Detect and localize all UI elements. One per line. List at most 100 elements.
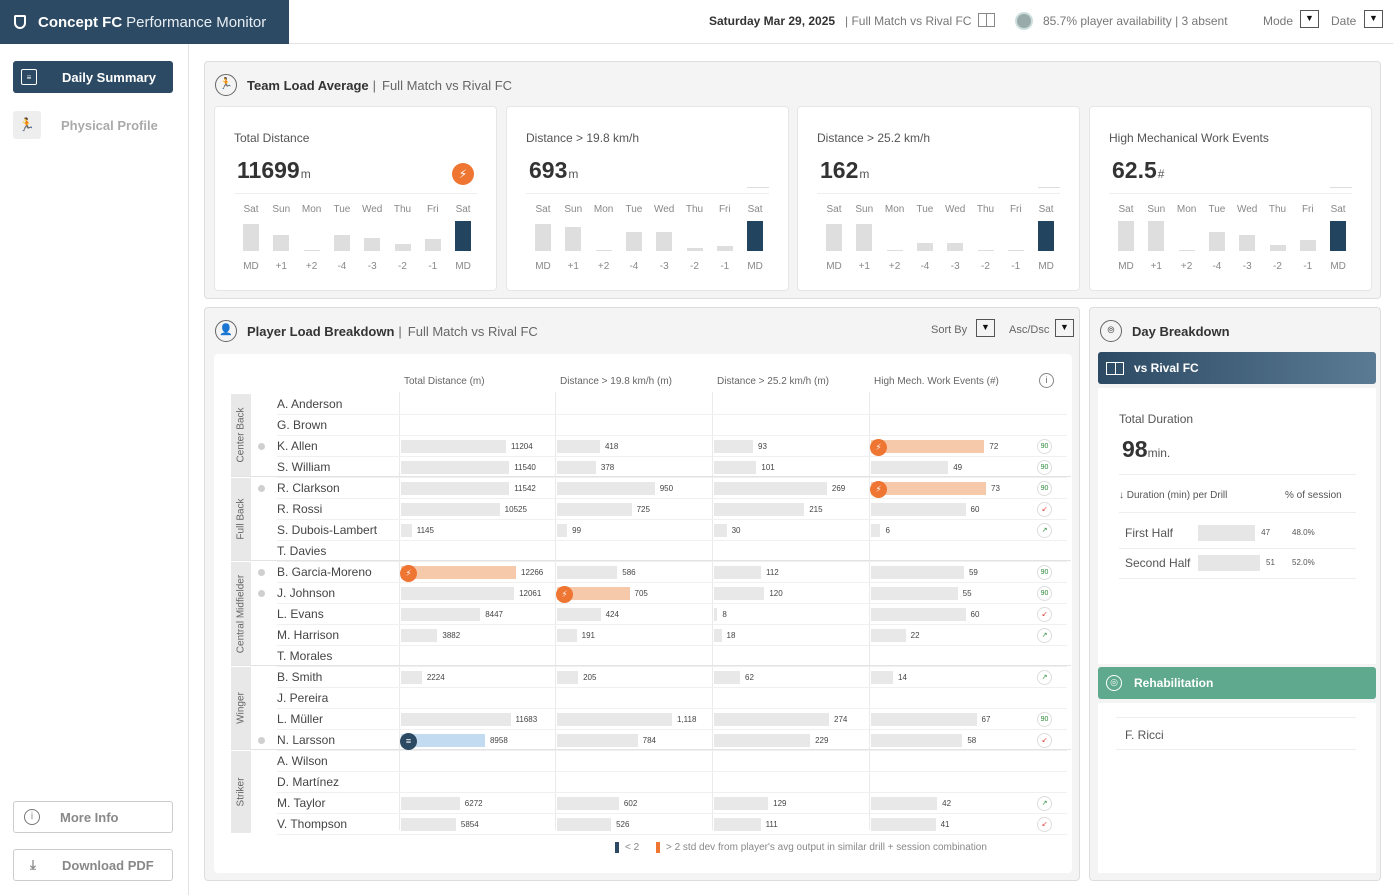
total-duration-value: 98min.: [1122, 436, 1170, 463]
table-row[interactable]: K. Allen 11204 418 93 ⚡ 72 90: [258, 436, 1067, 457]
table-row[interactable]: R. Clarkson 11542 950 269 ⚡ 73 90: [258, 478, 1067, 499]
metric-bar: [557, 797, 619, 810]
table-row[interactable]: A. Wilson: [277, 751, 1067, 772]
player-name: D. Martínez: [277, 775, 340, 789]
info-icon[interactable]: i: [1039, 373, 1054, 388]
more-info-button[interactable]: i More Info: [13, 801, 173, 833]
legend-high-label: > 2 std dev from player's avg output in …: [665, 842, 987, 854]
date-dropdown[interactable]: ▼: [1364, 10, 1383, 28]
row-divider: [277, 519, 1067, 520]
nav-daily-summary[interactable]: ≡ Daily Summary: [13, 61, 173, 93]
metric-value: 67: [981, 715, 991, 724]
metric-bar: [714, 482, 827, 495]
table-row[interactable]: M. Harrison 3882 191 18 22 ↗: [277, 625, 1067, 646]
table-row[interactable]: R. Rossi 10525 725 215 60 ↙: [277, 499, 1067, 520]
info-icon: i: [24, 809, 40, 825]
download-pdf-button[interactable]: ⤓ Download PDF: [13, 849, 173, 881]
table-row[interactable]: G. Brown: [277, 415, 1067, 436]
table-row[interactable]: J. Pereira: [277, 688, 1067, 709]
table-row[interactable]: L. Evans 8447 424 8 60 ↙: [277, 604, 1067, 625]
metric-bar: [714, 440, 754, 453]
trend-down-icon: ↙: [1037, 502, 1052, 517]
total-duration-label: Total Duration: [1119, 412, 1194, 426]
metric-bar: [871, 440, 985, 453]
day-label: Sun: [855, 204, 874, 215]
player-name: M. Taylor: [277, 796, 326, 810]
asc-dsc-dropdown[interactable]: ▼: [1055, 319, 1074, 337]
day-label: Fri: [1301, 204, 1314, 215]
table-row[interactable]: S. William 11540 378 101 49 90: [277, 457, 1067, 478]
metric-cell: 950: [556, 480, 706, 497]
offset-label: -1: [1011, 261, 1021, 272]
metric-cell: 93: [713, 438, 863, 455]
metric-cell: 112: [713, 564, 863, 581]
metric-value: 5854: [460, 820, 479, 829]
table-row[interactable]: B. Garcia-Moreno ⚡ 12266 586 112 59 90: [258, 562, 1067, 583]
kpi-marker: [747, 187, 769, 188]
player-name: T. Morales: [277, 649, 333, 663]
metric-value: 8447: [485, 610, 503, 619]
sort-by-dropdown[interactable]: ▼: [976, 319, 995, 337]
load-bar: [455, 221, 472, 251]
table-row[interactable]: N. Larsson ≡ 8958 784 229 58 ↙: [258, 730, 1067, 751]
table-row[interactable]: V. Thompson 5854 526 111 41 ↙: [277, 814, 1067, 835]
load-bar: [716, 245, 733, 251]
table-row[interactable]: A. Anderson: [277, 394, 1067, 415]
position-group: Central Midfielder: [231, 562, 251, 665]
table-row[interactable]: B. Smith 2224 205 62 14 ↗: [277, 667, 1067, 688]
drill-minutes: 47: [1261, 528, 1271, 537]
nav-physical-profile[interactable]: 🏃 Physical Profile: [13, 109, 173, 141]
metric-value: 10525: [504, 505, 527, 514]
metric-bar: [401, 566, 516, 579]
rehab-player[interactable]: F. Ricci: [1125, 728, 1164, 742]
metric-cell: 60: [870, 501, 1020, 518]
metric-cell: 424: [556, 606, 706, 623]
metric-value: 526: [616, 820, 630, 829]
table-row[interactable]: D. Martínez: [277, 772, 1067, 793]
table-row[interactable]: L. Müller 11683 1,118 274 67 90: [277, 709, 1067, 730]
metric-bar: [401, 818, 456, 831]
table-legend: < 2 > 2 std dev from player's avg output…: [615, 842, 987, 853]
mode-label: Mode: [1263, 14, 1294, 28]
metric-cell: 8447: [400, 606, 550, 623]
metric-bar: [557, 440, 600, 453]
player-name: A. Wilson: [277, 754, 328, 768]
metric-cell: 129: [713, 795, 863, 812]
position-group-label: Winger: [235, 692, 247, 724]
table-row[interactable]: J. Johnson 12061 ⚡ 705 120 55 90: [258, 583, 1067, 604]
kpi-divider: [234, 193, 477, 194]
day-label: Thu: [976, 204, 995, 215]
day-label: Wed: [1236, 204, 1258, 215]
table-row[interactable]: T. Davies: [277, 541, 1067, 562]
load-bar: [243, 224, 259, 251]
day-label: Mon: [301, 204, 322, 215]
group-divider: [231, 749, 1071, 750]
sidebar: ≡ Daily Summary 🏃 Physical Profile i Mor…: [0, 44, 189, 895]
pitch-icon: [978, 13, 995, 27]
metric-bar: [871, 797, 938, 810]
player-table: i < 2 > 2 std dev from player's avg outp…: [214, 354, 1072, 873]
table-row[interactable]: M. Taylor 6272 602 129 42 ↗: [277, 793, 1067, 814]
load-bar: [656, 231, 673, 251]
panel-subtitle: Full Match vs Rival FC: [407, 323, 538, 339]
metric-bar: [871, 566, 964, 579]
legend-low-label: < 2: [625, 842, 640, 854]
trend-up-icon: ↗: [1037, 628, 1052, 643]
player-name: B. Smith: [277, 670, 323, 684]
row-divider: [277, 582, 1067, 583]
metric-cell: 58: [870, 732, 1020, 749]
table-row[interactable]: T. Morales: [277, 646, 1067, 667]
divider: [1119, 512, 1356, 513]
lightning-icon: ⚡: [556, 586, 573, 603]
load-bar: [273, 234, 290, 251]
drill-column-header: ↓ Duration (min) per Drill: [1119, 490, 1228, 501]
mode-dropdown[interactable]: ▼: [1300, 10, 1319, 28]
row-divider: [277, 456, 1067, 457]
table-row[interactable]: S. Dubois-Lambert 1145 99 30 6 ↗: [277, 520, 1067, 541]
metric-value: 1,118: [677, 715, 697, 724]
metric-value: 120: [769, 589, 783, 598]
metric-cell: 10525: [400, 501, 550, 518]
metric-bar: [871, 713, 977, 726]
session-date: Saturday Mar 29, 2025: [709, 14, 836, 28]
position-group: Full Back: [231, 478, 251, 560]
